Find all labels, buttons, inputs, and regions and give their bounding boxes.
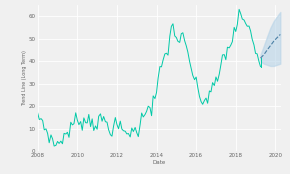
X-axis label: Date: Date (153, 160, 166, 165)
Y-axis label: Trend Line (Long Term): Trend Line (Long Term) (22, 50, 27, 106)
